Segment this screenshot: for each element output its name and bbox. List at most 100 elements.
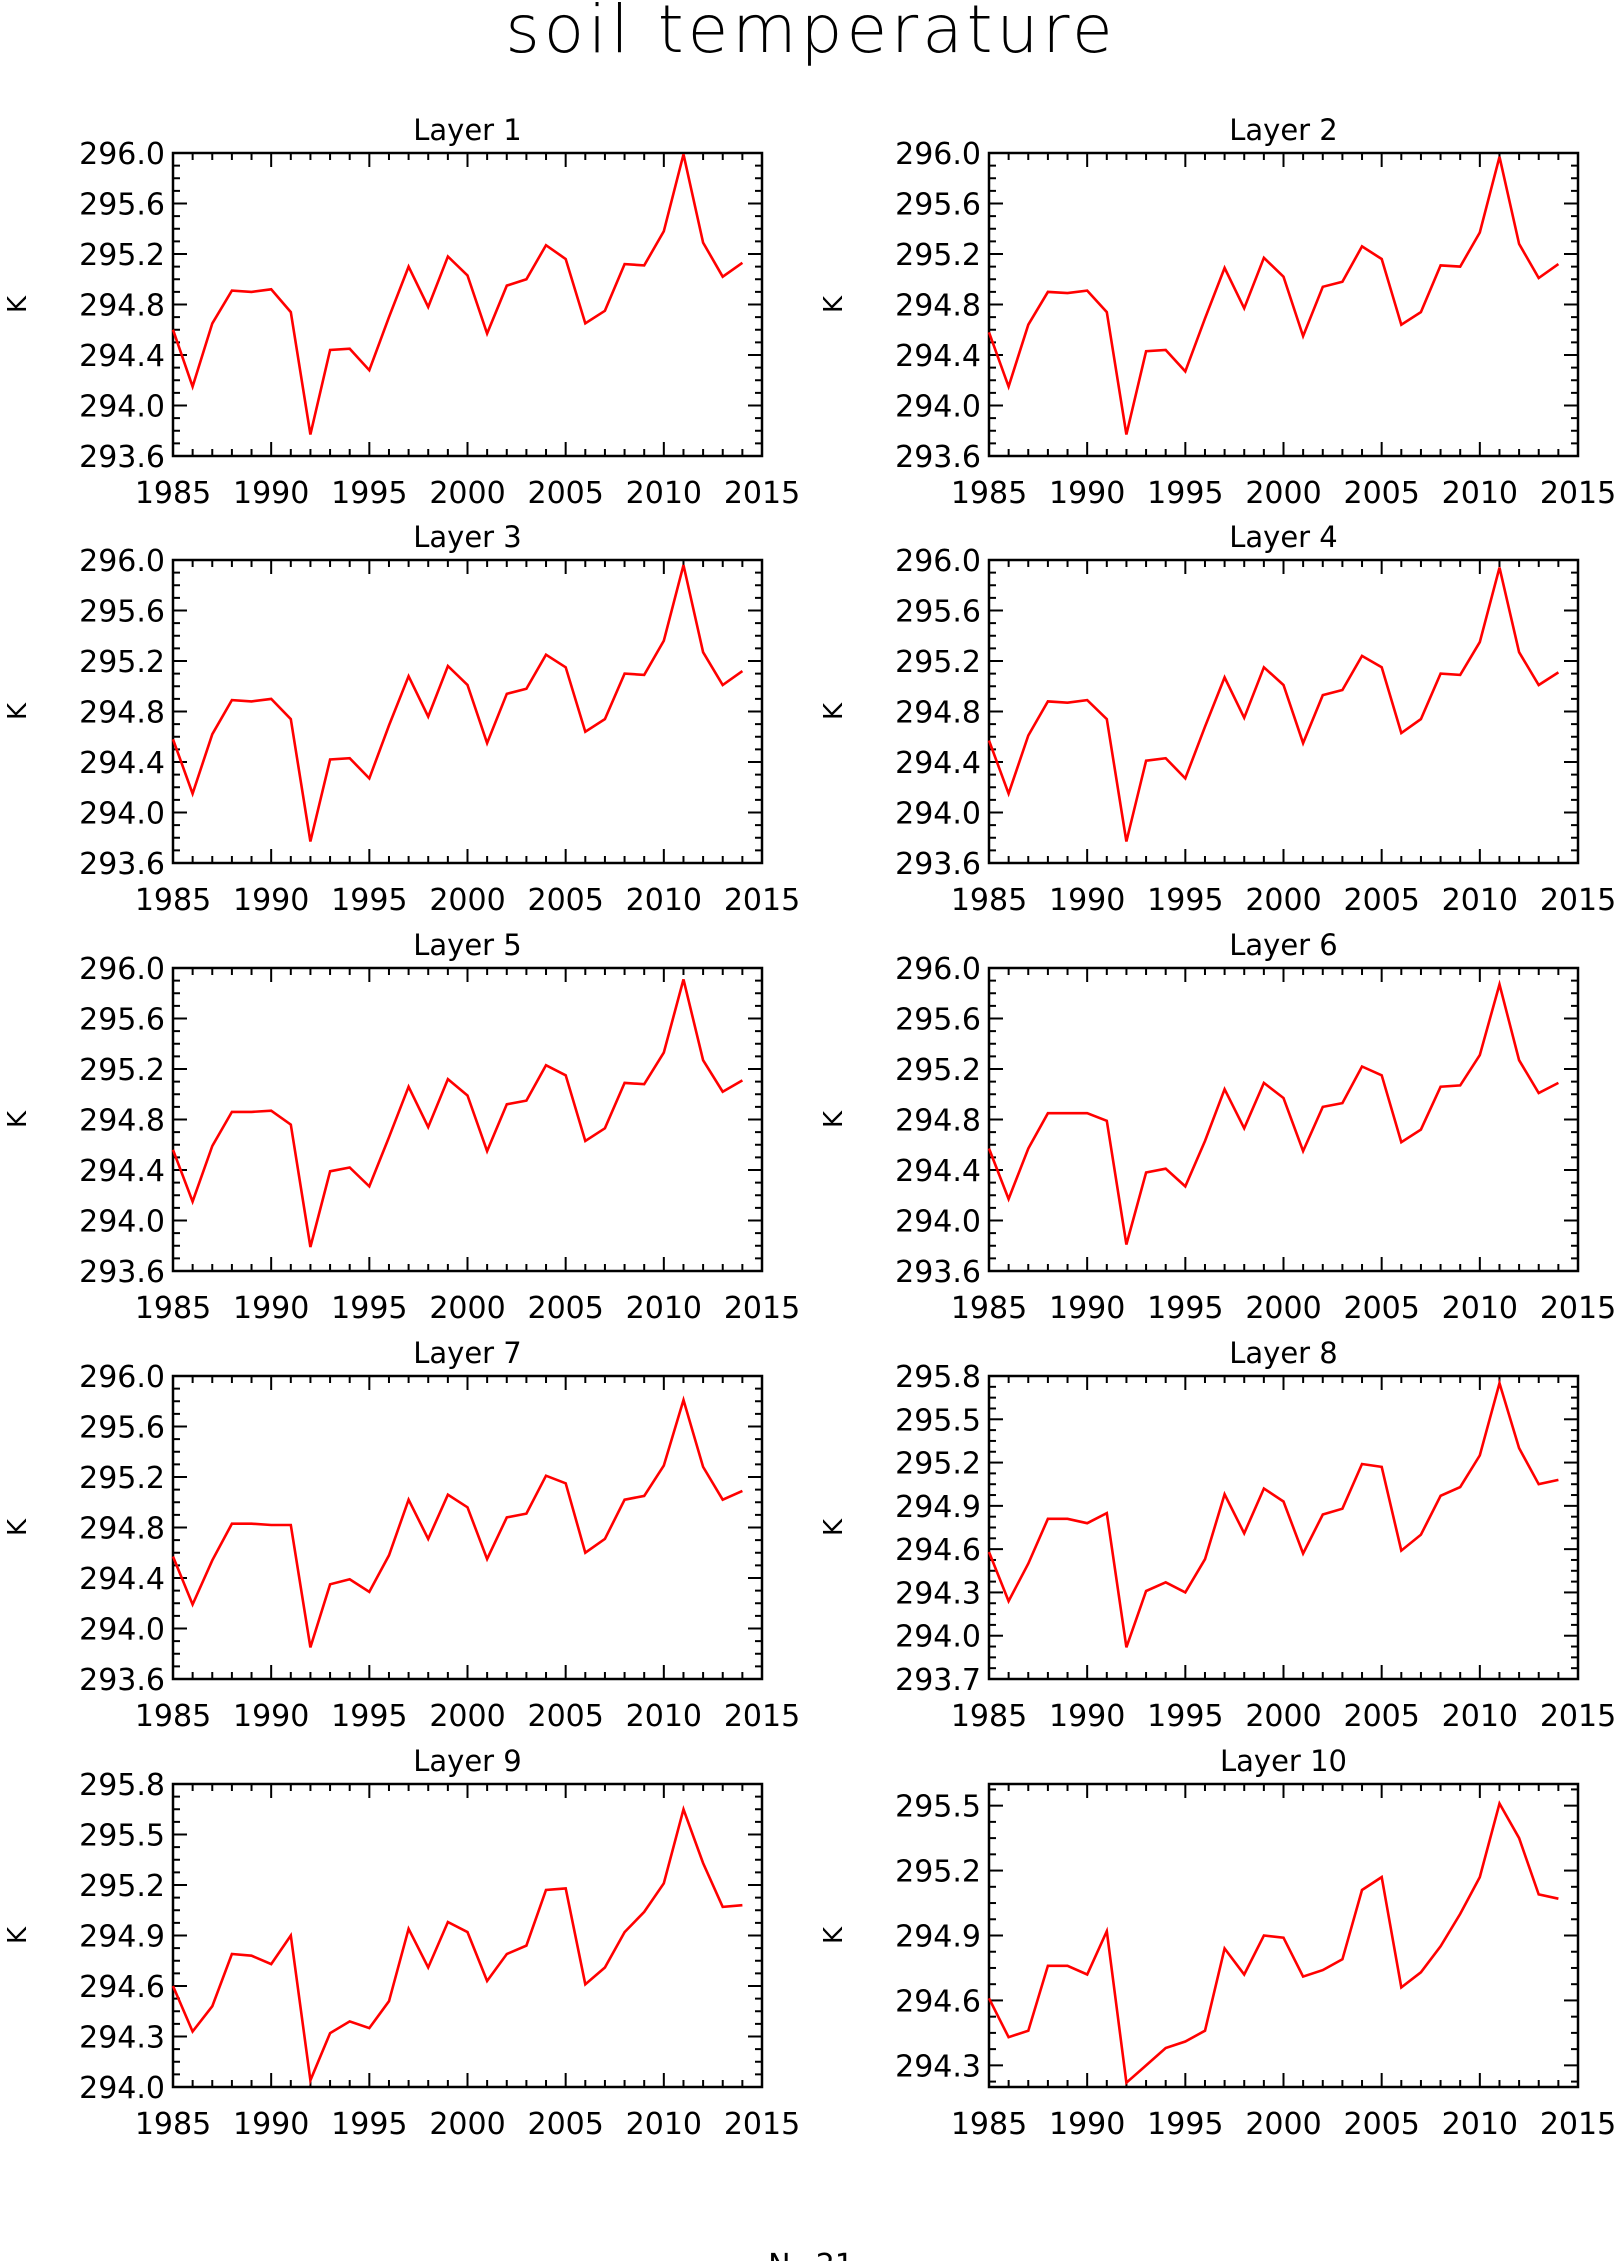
y-tick-label: 294.4	[895, 339, 981, 374]
y-tick-label: 295.5	[895, 1403, 981, 1438]
x-tick-label: 2005	[527, 1291, 603, 1326]
data-point	[1066, 701, 1068, 703]
data-point	[1439, 1495, 1441, 1497]
panel-title: Layer 6	[1229, 928, 1338, 962]
y-tick-label: 294.0	[895, 1620, 981, 1655]
x-tick-label: 2005	[1343, 883, 1419, 918]
data-point	[1027, 734, 1029, 736]
chart-panel: Layer 9 K 1985 1990 1995 2000 2005 2010 2015 294.…	[3, 1744, 800, 2142]
data-point	[525, 1512, 527, 1514]
data-point	[1165, 349, 1167, 351]
data-point	[584, 322, 586, 324]
x-tick-label: 1995	[1147, 2107, 1223, 2142]
series-line	[171, 1395, 743, 1648]
x-tick-label: 1995	[1147, 1699, 1223, 1734]
data-point	[702, 651, 704, 653]
y-tick-label: 294.0	[895, 797, 981, 832]
data-point	[545, 244, 547, 246]
data-point	[741, 1490, 743, 1492]
data-point	[1204, 317, 1206, 319]
data-point	[1243, 1973, 1245, 1975]
chart-panel: Layer 2 K 1985 1990 1995 2000 2005 2010 2015 293.…	[819, 113, 1616, 511]
data-point	[1498, 983, 1500, 985]
data-point	[1282, 1097, 1284, 1099]
data-point	[988, 1147, 990, 1149]
y-axis-label: K	[3, 702, 33, 720]
data-point	[1361, 1463, 1363, 1465]
data-point	[447, 1921, 449, 1923]
x-tick-label: 2000	[429, 1291, 505, 1326]
data-point	[1145, 2064, 1147, 2066]
plot-frame	[987, 966, 1580, 1273]
data-point	[447, 1078, 449, 1080]
data-point	[1223, 1493, 1225, 1495]
data-point	[1204, 1140, 1206, 1142]
x-tick-label: 2005	[1343, 476, 1419, 511]
data-point	[1263, 1934, 1265, 1936]
data-point	[988, 1551, 990, 1553]
panel-title: Layer 10	[1220, 1744, 1347, 1778]
x-tick-label: 2005	[527, 1699, 603, 1734]
data-point	[1243, 307, 1245, 309]
x-tick-label: 2005	[1343, 2107, 1419, 2142]
data-point	[584, 1140, 586, 1142]
x-tick-label: 2015	[1540, 1291, 1616, 1326]
data-point	[466, 684, 468, 686]
y-tick-label: 294.3	[895, 1576, 981, 1611]
data-point	[741, 670, 743, 672]
data-point	[564, 1482, 566, 1484]
data-point	[663, 640, 665, 642]
data-point	[1400, 1141, 1402, 1143]
data-point	[1047, 1518, 1049, 1520]
data-point	[1243, 1532, 1245, 1534]
x-tick-label: 1995	[1147, 883, 1223, 918]
data-point	[1204, 725, 1206, 727]
data-point	[1106, 1512, 1108, 1514]
data-point	[211, 2005, 213, 2007]
data-point	[388, 724, 390, 726]
data-point	[722, 1091, 724, 1093]
data-point	[231, 699, 233, 701]
data-point	[407, 675, 409, 677]
data-point	[1420, 1971, 1422, 1973]
x-tick-label: 2005	[1343, 1699, 1419, 1734]
y-tick-label: 296.0	[79, 544, 165, 579]
series-line	[987, 979, 1559, 1245]
data-point	[1498, 1802, 1500, 1804]
data-point	[584, 1983, 586, 1985]
data-point	[1538, 684, 1540, 686]
data-point	[250, 1111, 252, 1113]
x-tick-label: 1995	[1147, 1291, 1223, 1326]
y-tick-label: 294.0	[895, 1205, 981, 1240]
data-point	[1125, 433, 1127, 435]
data-point	[1007, 792, 1009, 794]
data-point	[643, 1911, 645, 1913]
data-point	[1400, 1986, 1402, 1988]
data-point	[1479, 1876, 1481, 1878]
y-tick-label: 293.6	[895, 440, 981, 475]
data-point	[1459, 1084, 1461, 1086]
x-tick-label: 1990	[233, 883, 309, 918]
y-tick-label: 295.6	[79, 1003, 165, 1038]
data-point	[447, 255, 449, 257]
data-point	[1302, 1552, 1304, 1554]
data-point	[1204, 2030, 1206, 2032]
y-tick-label: 296.0	[895, 544, 981, 579]
data-point	[1106, 718, 1108, 720]
x-tick-label: 2000	[429, 2107, 505, 2142]
x-tick-label: 2000	[1245, 1699, 1321, 1734]
data-point	[349, 347, 351, 349]
y-tick-label: 295.2	[895, 1053, 981, 1088]
data-point	[309, 840, 311, 842]
data-point	[506, 1516, 508, 1518]
y-axis-label: K	[3, 295, 33, 313]
data-point	[250, 700, 252, 702]
y-tick-label: 295.6	[895, 1003, 981, 1038]
data-point	[741, 262, 743, 264]
y-tick-label: 295.6	[79, 1411, 165, 1446]
series-line	[987, 567, 1560, 842]
data-point	[1557, 1898, 1559, 1900]
x-tick-label: 2015	[724, 1699, 800, 1734]
data-point	[564, 258, 566, 260]
data-point	[506, 284, 508, 286]
